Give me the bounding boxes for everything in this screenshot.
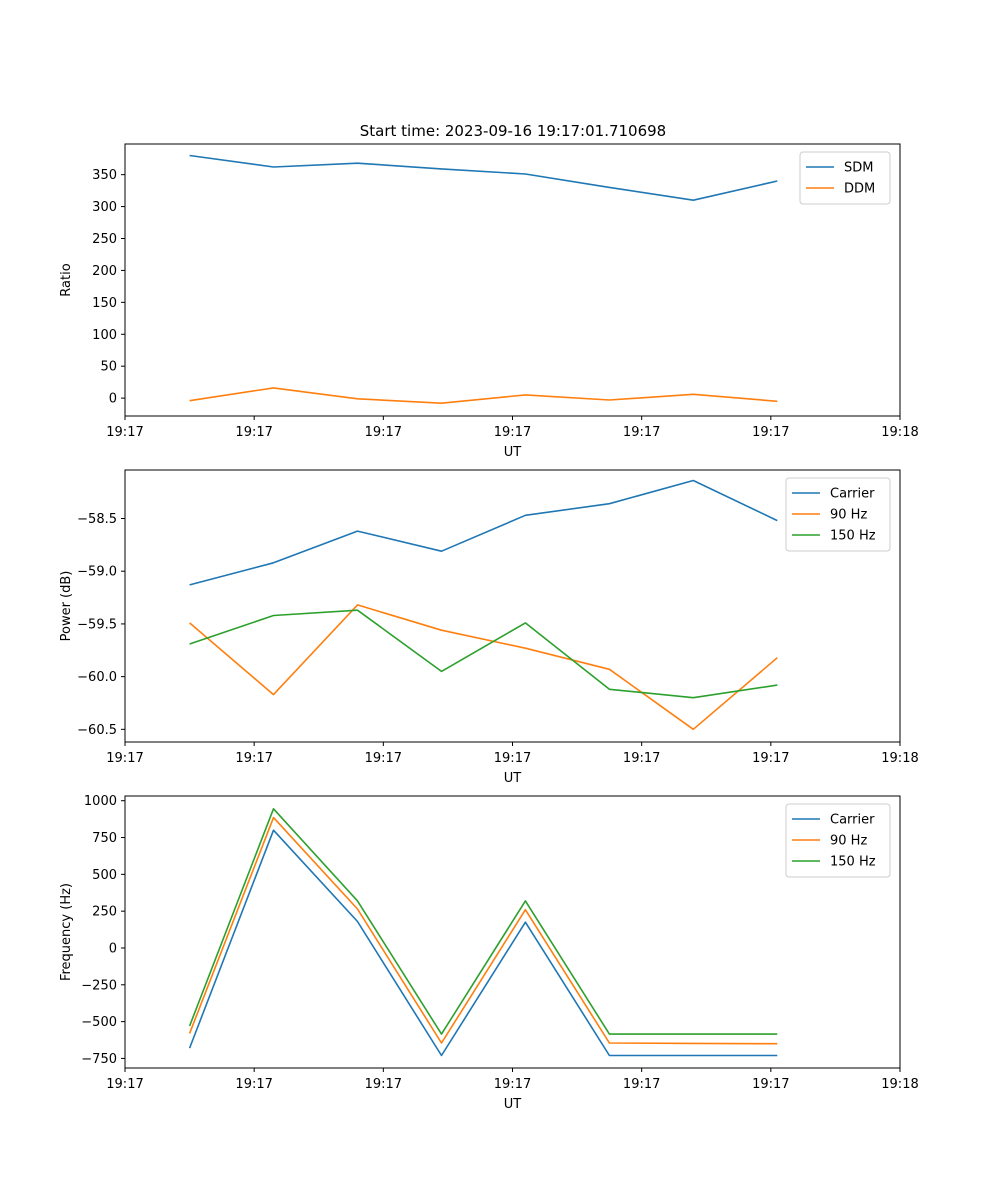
y-tick-label: −59.0 — [77, 565, 117, 580]
x-tick-label: 19:17 — [752, 1077, 789, 1092]
x-tick-label: 19:17 — [494, 751, 531, 766]
x-tick-label: 19:17 — [235, 425, 272, 440]
x-tick-label: 19:17 — [235, 1077, 272, 1092]
y-tick-label: −250 — [81, 978, 117, 993]
y-tick-label: −60.0 — [77, 670, 117, 685]
panel-2: 19:17 19:17 19:17 19:17 19:17 19:17 19:18 −60.5… — [59, 469, 919, 786]
legend-entry: SDM — [844, 161, 873, 176]
x-axis-label: UT — [504, 445, 522, 460]
legend: Carrier 90 Hz 150 Hz — [785, 803, 891, 878]
legend-box — [799, 151, 891, 205]
x-tick-label: 19:17 — [623, 751, 660, 766]
series-line-90-hz — [188, 816, 778, 1045]
figure-title: Start time: 2023-09-16 19:17:01.710698 — [360, 122, 666, 140]
x-tick-label: 19:17 — [365, 751, 402, 766]
x-axis-label: UT — [504, 1097, 522, 1112]
x-tick-label: 19:17 — [365, 425, 402, 440]
y-tick-label: 0 — [109, 941, 117, 956]
series-line-carrier — [188, 829, 778, 1057]
x-tick-label: 19:17 — [365, 1077, 402, 1092]
x-tick-label: 19:17 — [106, 425, 143, 440]
y-axis-label: Frequency (Hz) — [59, 883, 74, 981]
y-tick-label: 300 — [92, 200, 117, 215]
y-tick-label: 50 — [100, 360, 117, 375]
y-tick-label: 500 — [92, 868, 117, 883]
legend: SDM DDM — [799, 151, 891, 205]
x-tick-label: 19:18 — [881, 1077, 918, 1092]
y-tick-label: 1000 — [84, 794, 117, 809]
series-line-150-hz — [188, 807, 778, 1035]
x-tick-label: 19:17 — [752, 751, 789, 766]
series-line-sdm — [189, 154, 778, 201]
y-tick-label: 200 — [92, 264, 117, 279]
y-tick-label: 100 — [92, 328, 117, 343]
x-tick-label: 19:17 — [106, 751, 143, 766]
y-axis-label: Power (dB) — [59, 571, 74, 642]
x-tick-label: 19:18 — [881, 751, 918, 766]
series-line-carrier — [189, 479, 778, 586]
legend-entry: 150 Hz — [830, 529, 876, 544]
series-line-150-hz — [189, 609, 778, 699]
x-tick-label: 19:17 — [494, 1077, 531, 1092]
legend-entry: Carrier — [830, 487, 875, 502]
y-tick-label: 250 — [92, 905, 117, 920]
x-tick-label: 19:17 — [106, 1077, 143, 1092]
panel-3: 19:17 19:17 19:17 19:17 19:17 19:17 19:18 −750 −… — [59, 794, 919, 1112]
x-tick-label: 19:17 — [623, 425, 660, 440]
legend-entry: Carrier — [830, 813, 875, 828]
x-tick-label: 19:18 — [881, 425, 918, 440]
y-tick-label: −58.5 — [77, 512, 117, 527]
legend-entry: DDM — [844, 182, 875, 197]
legend-entry: 150 Hz — [830, 855, 876, 870]
legend-box — [785, 803, 891, 878]
y-tick-label: −750 — [81, 1052, 117, 1067]
y-tick-label: −59.5 — [77, 617, 117, 632]
y-tick-label: 150 — [92, 296, 117, 311]
x-tick-label: 19:17 — [235, 751, 272, 766]
legend: Carrier 90 Hz 150 Hz — [785, 477, 891, 552]
legend-entry: 90 Hz — [830, 508, 867, 523]
legend-entry: 90 Hz — [830, 834, 867, 849]
y-tick-label: −60.5 — [77, 723, 117, 738]
panels: 19:17 19:17 19:17 19:17 19:17 19:17 19:18 0 50 10… — [59, 143, 919, 1112]
y-tick-label: 750 — [92, 831, 117, 846]
y-axis-label: Ratio — [59, 263, 74, 296]
y-tick-label: 250 — [92, 232, 117, 247]
x-tick-label: 19:17 — [494, 425, 531, 440]
series-line-90-hz — [189, 604, 778, 731]
series-line-ddm — [189, 387, 778, 405]
y-tick-label: 0 — [109, 392, 117, 407]
x-tick-label: 19:17 — [623, 1077, 660, 1092]
y-tick-label: −500 — [81, 1015, 117, 1030]
panel-1: 19:17 19:17 19:17 19:17 19:17 19:17 19:18 0 50 10… — [59, 143, 919, 460]
x-tick-label: 19:17 — [752, 425, 789, 440]
y-tick-label: 350 — [92, 168, 117, 183]
legend-box — [785, 477, 891, 552]
x-axis-label: UT — [504, 771, 522, 786]
